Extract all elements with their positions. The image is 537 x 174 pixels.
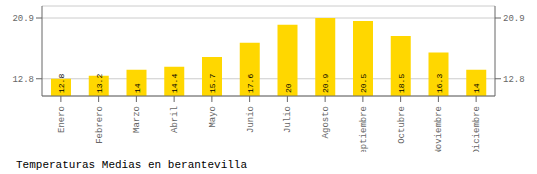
svg-text:Enero: Enero xyxy=(57,106,67,133)
svg-text:12.8: 12.8 xyxy=(503,75,525,85)
svg-text:Octubre: Octubre xyxy=(397,106,407,144)
svg-text:12.8: 12.8 xyxy=(12,75,34,85)
svg-text:Febrero: Febrero xyxy=(95,106,105,144)
svg-text:20.9: 20.9 xyxy=(12,14,34,24)
svg-text:15.7: 15.7 xyxy=(208,74,217,93)
svg-text:Julio: Julio xyxy=(283,106,293,133)
svg-text:20.9: 20.9 xyxy=(503,14,525,24)
svg-text:18.5: 18.5 xyxy=(397,74,406,93)
svg-text:13.2: 13.2 xyxy=(95,74,104,93)
svg-text:Agosto: Agosto xyxy=(321,106,331,138)
html-text:Temperaturas Medias en berante: Temperaturas Medias en berantevilla xyxy=(16,159,247,171)
svg-text:17.6: 17.6 xyxy=(246,74,255,93)
svg-text:Noviembre: Noviembre xyxy=(434,106,444,152)
svg-text:Marzo: Marzo xyxy=(132,106,142,133)
svg-text:Diciembre: Diciembre xyxy=(472,106,482,152)
svg-text:16.3: 16.3 xyxy=(435,74,444,93)
svg-text:14.4: 14.4 xyxy=(170,74,179,93)
svg-text:Junio: Junio xyxy=(246,106,256,133)
svg-text:20: 20 xyxy=(284,83,293,93)
svg-text:Septiembre: Septiembre xyxy=(359,106,369,152)
svg-text:14: 14 xyxy=(472,83,481,93)
svg-text:Abril: Abril xyxy=(170,106,180,133)
svg-text:12.8: 12.8 xyxy=(57,74,66,93)
svg-text:14: 14 xyxy=(133,83,142,93)
svg-text:20.9: 20.9 xyxy=(321,74,330,93)
svg-text:20.5: 20.5 xyxy=(359,74,368,93)
svg-text:Mayo: Mayo xyxy=(208,106,218,128)
